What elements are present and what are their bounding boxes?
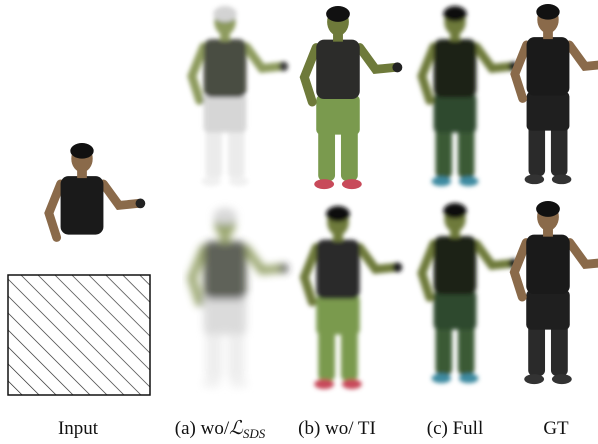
torso: [526, 235, 570, 294]
hair: [536, 4, 559, 20]
torso: [434, 236, 477, 294]
shoe: [342, 179, 362, 189]
hair: [213, 208, 236, 224]
shorts: [526, 290, 570, 330]
caption-text: (c) Full: [427, 418, 483, 439]
person: [514, 201, 598, 384]
hair: [70, 143, 93, 159]
arm: [246, 47, 281, 68]
person: [515, 4, 598, 184]
hair: [443, 203, 466, 219]
caption: (b) wo/ TI: [298, 418, 376, 439]
person: [304, 206, 402, 389]
arm: [476, 244, 511, 265]
shoe: [202, 378, 221, 388]
hair: [326, 6, 350, 22]
hair: [213, 6, 236, 22]
hair: [443, 6, 466, 22]
hand: [279, 62, 289, 72]
hand: [279, 264, 289, 274]
arm: [360, 48, 396, 70]
shoe: [459, 373, 478, 383]
person: [192, 208, 288, 388]
caption-text: GT: [543, 418, 569, 439]
torso: [316, 40, 360, 99]
arm: [304, 48, 316, 102]
shoe: [432, 373, 451, 383]
arm: [192, 249, 204, 303]
shoe: [432, 176, 451, 186]
captions: Input (a) wo/ℒSDS (b) wo/ TI (c) Full GT: [58, 418, 569, 441]
shoe: [525, 174, 544, 184]
person: [49, 143, 145, 237]
person: [192, 6, 288, 186]
caption: (a) wo/ℒSDS: [175, 418, 266, 441]
torso: [61, 176, 104, 234]
shorts: [434, 291, 477, 330]
arm: [49, 184, 61, 238]
caption: (c) Full: [427, 418, 483, 439]
shoe: [552, 174, 571, 184]
hand: [392, 62, 402, 72]
shorts: [316, 95, 360, 135]
occluded-box: [8, 275, 150, 395]
arm: [515, 45, 527, 99]
torso: [204, 241, 247, 299]
arm: [304, 248, 316, 302]
shorts: [434, 94, 477, 133]
arm: [422, 244, 434, 298]
shoe: [229, 176, 248, 186]
shoe: [202, 176, 221, 186]
figure: Input (a) wo/ℒSDS (b) wo/ TI (c) Full GT: [0, 0, 598, 444]
shoe: [314, 379, 334, 389]
shoe: [342, 379, 362, 389]
shorts: [204, 296, 247, 335]
shoe: [229, 378, 248, 388]
arm: [103, 184, 138, 205]
hair: [536, 201, 560, 217]
arm: [570, 243, 598, 265]
person: [304, 6, 402, 189]
caption: GT: [543, 418, 569, 439]
shorts: [204, 94, 247, 133]
arm: [422, 47, 434, 101]
caption-text: (b) wo/ TI: [298, 418, 376, 439]
hand: [392, 262, 402, 272]
caption-text: (a) wo/: [175, 418, 230, 439]
arm: [476, 47, 511, 68]
person: [422, 6, 518, 186]
shoe: [524, 374, 544, 384]
shoe: [459, 176, 478, 186]
arm: [246, 249, 281, 270]
hair: [326, 206, 350, 222]
shorts: [316, 295, 360, 335]
caption-text: Input: [58, 418, 99, 439]
hand: [136, 199, 146, 209]
shoe: [314, 179, 334, 189]
page: Input(a) wo/ℒSDS(b) wo/ TI(c) FullGT (()…: [0, 0, 598, 444]
arm: [192, 47, 204, 101]
shoe: [552, 374, 572, 384]
arm: [514, 243, 526, 297]
caption: Input: [58, 418, 99, 439]
torso: [316, 240, 360, 299]
torso: [204, 39, 247, 97]
torso: [434, 39, 477, 97]
arm: [569, 45, 598, 66]
torso: [527, 37, 570, 95]
shorts: [527, 92, 570, 131]
arm: [360, 248, 396, 270]
person: [422, 203, 518, 383]
caption-subscript: SDS: [243, 426, 266, 441]
